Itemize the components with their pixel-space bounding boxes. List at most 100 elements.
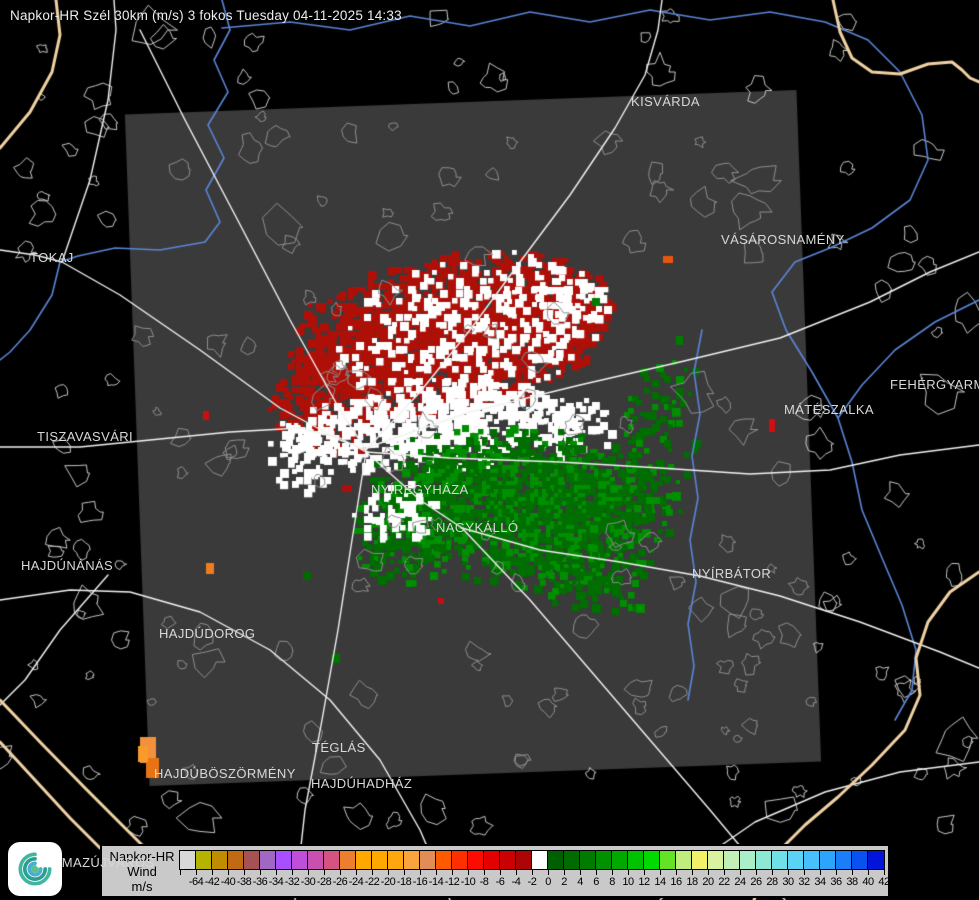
legend-tick-label: 24	[734, 876, 746, 888]
legend-color-cell	[803, 850, 821, 870]
legend-tick-label: 20	[702, 876, 714, 888]
legend-tick	[884, 870, 885, 875]
legend-color-cell	[739, 850, 757, 870]
legend-title-parameter: Wind	[127, 864, 157, 879]
legend-tick	[292, 870, 293, 875]
legend-tick-label: 22	[718, 876, 730, 888]
legend-color-cell	[451, 850, 469, 870]
legend-tick-label: -10	[460, 876, 476, 888]
legend-tick-label: 8	[609, 876, 615, 888]
legend-color-cell	[179, 850, 197, 870]
legend-tick-label: -16	[412, 876, 428, 888]
legend-tick	[420, 870, 421, 875]
legend-tick	[820, 870, 821, 875]
legend-tick-label: 0	[545, 876, 551, 888]
legend-title-product: Napkor-HR	[109, 849, 175, 864]
legend-color-cell	[387, 850, 405, 870]
legend-title-unit: m/s	[131, 879, 153, 894]
legend-color-cell	[867, 850, 885, 870]
legend-color-cell	[339, 850, 357, 870]
legend-tick	[516, 870, 517, 875]
spiral-logo-icon	[18, 852, 52, 886]
legend-tick	[724, 870, 725, 875]
legend-color-cell	[579, 850, 597, 870]
legend-color-cell	[403, 850, 421, 870]
legend-tick-label: 32	[798, 876, 810, 888]
legend-color-cell	[675, 850, 693, 870]
legend-tick	[692, 870, 693, 875]
legend-tick-label: -14	[428, 876, 444, 888]
legend-tick	[436, 870, 437, 875]
legend-bar-frame	[179, 850, 885, 870]
legend-tick-label: -36	[252, 876, 268, 888]
legend-tick-label: -8	[479, 876, 489, 888]
legend-tick-label: 40	[862, 876, 874, 888]
legend-color-cell	[723, 850, 741, 870]
legend-tick-label: -24	[348, 876, 364, 888]
legend-color-cell	[243, 850, 261, 870]
legend-tick	[372, 870, 373, 875]
legend-tick	[276, 870, 277, 875]
legend-color-cell	[755, 850, 773, 870]
legend-color-cell	[259, 850, 277, 870]
legend-color-cell	[195, 850, 213, 870]
legend-tick	[772, 870, 773, 875]
legend-color-cell	[851, 850, 869, 870]
legend-color-cell	[291, 850, 309, 870]
legend-tick-label: -26	[332, 876, 348, 888]
legend-tick	[756, 870, 757, 875]
legend-tick	[708, 870, 709, 875]
legend-tick	[244, 870, 245, 875]
legend-tick	[356, 870, 357, 875]
legend-tick-label: -18	[396, 876, 412, 888]
legend-tick	[596, 870, 597, 875]
legend-tick-label: 16	[670, 876, 682, 888]
legend-tick	[308, 870, 309, 875]
legend-tick-label: 10	[622, 876, 634, 888]
legend-panel: Napkor-HR Wind m/s -64 -42 -40 -38 -36 -34 -32…	[100, 844, 890, 898]
legend-tick-label: 34	[814, 876, 826, 888]
legend-tick	[180, 870, 181, 875]
legend-tick	[804, 870, 805, 875]
legend-color-cell	[355, 850, 373, 870]
legend-tick	[580, 870, 581, 875]
legend-tick	[452, 870, 453, 875]
legend-tick-label: -12	[444, 876, 460, 888]
legend-color-cell	[499, 850, 517, 870]
legend-color-cell	[771, 850, 789, 870]
legend-color-cell	[659, 850, 677, 870]
legend-color-cell	[819, 850, 837, 870]
legend-title: Napkor-HR Wind m/s	[104, 849, 180, 894]
legend-color-cell	[275, 850, 293, 870]
legend-tick	[196, 870, 197, 875]
legend-color-cell	[531, 850, 549, 870]
legend-tick	[228, 870, 229, 875]
legend-color-bar: -64 -42 -40 -38 -36 -34 -32 -30 -28 -26 -24 -22 -20-…	[102, 846, 890, 896]
legend-color-cell	[595, 850, 613, 870]
legend-color-cell	[211, 850, 229, 870]
legend-tick-label: -38	[236, 876, 252, 888]
legend-tick-label: -28	[316, 876, 332, 888]
legend-tick-label: 38	[846, 876, 858, 888]
legend-tick	[388, 870, 389, 875]
legend-tick-label: -34	[268, 876, 284, 888]
legend-color-cell	[483, 850, 501, 870]
legend-tick-label: -32	[284, 876, 300, 888]
legend-tick	[612, 870, 613, 875]
legend-color-cell	[627, 850, 645, 870]
legend-tick-label: -2	[527, 876, 537, 888]
legend-tick-label: -42	[204, 876, 220, 888]
legend-tick	[628, 870, 629, 875]
legend-color-cell	[643, 850, 661, 870]
legend-tick	[484, 870, 485, 875]
legend-tick-label: 6	[593, 876, 599, 888]
legend-tick	[260, 870, 261, 875]
legend-color-cell	[307, 850, 325, 870]
legend-tick	[468, 870, 469, 875]
legend-tick-label: 4	[577, 876, 583, 888]
legend-tick	[212, 870, 213, 875]
map-title: Napkor-HR Szél 30km (m/s) 3 fokos Tuesda…	[10, 8, 402, 23]
legend-color-cell	[435, 850, 453, 870]
